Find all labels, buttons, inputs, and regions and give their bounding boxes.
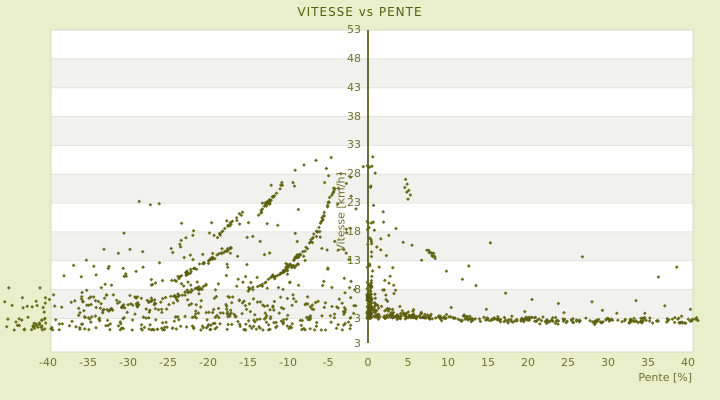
y-tick-label: 38 <box>347 109 361 123</box>
x-tick-label: 40 <box>681 356 695 369</box>
plot-border <box>50 29 694 353</box>
x-tick-label: -35 <box>79 356 97 369</box>
x-tick-label: -15 <box>239 356 257 369</box>
x-tick-label: -30 <box>119 356 137 369</box>
x-tick-label: -10 <box>279 356 297 369</box>
axis-line-vertical <box>367 30 369 343</box>
x-tick-label: -20 <box>199 356 217 369</box>
x-tick-label: 15 <box>481 356 495 369</box>
y-tick-label: 18 <box>347 224 361 238</box>
band-stripes <box>51 30 693 319</box>
y-axis-label: Vitesse [km/h] <box>334 172 348 252</box>
y-tick-label: 13 <box>347 253 361 267</box>
x-tick-label: -40 <box>39 356 57 369</box>
y-tick-label: 8 <box>354 282 361 296</box>
x-tick-label: 5 <box>404 356 412 369</box>
x-tick-label: 30 <box>601 356 615 369</box>
y-tick-label: 53 <box>347 23 361 36</box>
y-tick-label: 23 <box>347 196 361 210</box>
x-tick-label: 35 <box>641 356 655 369</box>
chart-title: VITESSE vs PENTE <box>297 5 423 19</box>
y-axis-bottom-label: 3 <box>354 337 361 350</box>
y-tick-label: 3 <box>354 311 361 325</box>
scatter-points <box>2 155 700 332</box>
x-tick-label: 10 <box>441 356 455 369</box>
x-tick-label: -25 <box>159 356 177 369</box>
x-axis-label: Pente [%] <box>638 371 692 384</box>
y-tick-label: 43 <box>347 80 361 94</box>
x-tick-label: 25 <box>561 356 575 369</box>
x-tick-label: 0 <box>364 356 372 369</box>
x-tick-label: -5 <box>322 356 334 369</box>
y-tick-label: 48 <box>347 51 361 65</box>
y-tick-label: 33 <box>347 138 361 152</box>
x-tick-label: 20 <box>521 356 535 369</box>
y-tick-label: 28 <box>347 167 361 181</box>
